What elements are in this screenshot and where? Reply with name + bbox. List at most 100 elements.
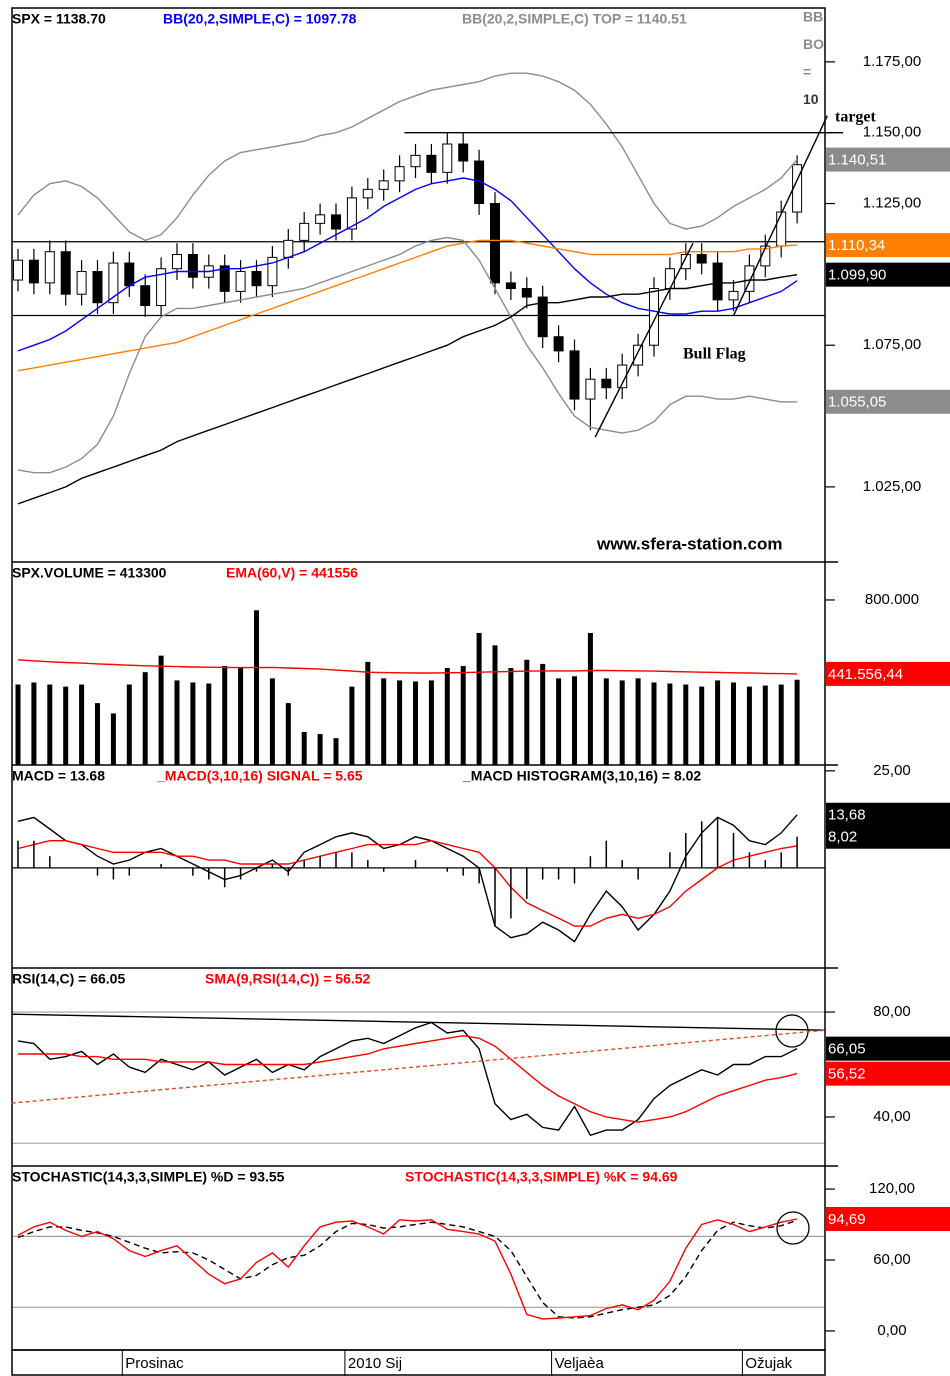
x-tick-label: Prosinac bbox=[125, 1355, 184, 1372]
volume-bar bbox=[95, 703, 100, 765]
y-tick-label: 1.175,00 bbox=[863, 53, 921, 70]
volume-bar bbox=[524, 659, 530, 765]
candle-body bbox=[60, 251, 71, 295]
indicator-line bbox=[17, 1218, 798, 1320]
last-value-label: 66,05 bbox=[828, 1041, 866, 1058]
volume-bar bbox=[63, 686, 69, 765]
volume-bar bbox=[715, 680, 721, 765]
legend-entry: STOCHASTIC(14,3,3,SIMPLE) %K = 94.69 bbox=[405, 1169, 678, 1185]
candle-body bbox=[28, 259, 39, 284]
indicator-line bbox=[17, 72, 798, 242]
y-tick-label: 25,00 bbox=[873, 762, 911, 779]
y-tick-label: 120,00 bbox=[869, 1180, 915, 1197]
volume-bar bbox=[699, 686, 705, 765]
annotation: Bull Flag bbox=[683, 346, 746, 363]
candle-body bbox=[617, 364, 628, 389]
y-tick-label: 60,00 bbox=[873, 1251, 911, 1268]
candle-body bbox=[601, 378, 612, 389]
indicator-line bbox=[17, 236, 798, 474]
y-tick-label: 1.075,00 bbox=[863, 336, 921, 353]
legend-entry: SPX = 1138.70 bbox=[12, 11, 106, 27]
cropped-legend: BB bbox=[803, 9, 823, 25]
volume-bar bbox=[365, 661, 371, 765]
candle-body bbox=[92, 271, 103, 304]
volume-bar bbox=[651, 682, 657, 765]
legend-entry: EMA(60,V) = 441556 bbox=[226, 565, 358, 581]
candle-body bbox=[299, 222, 310, 241]
last-value-label: 1.055,05 bbox=[828, 394, 886, 411]
volume-bar bbox=[444, 668, 450, 765]
candle-body bbox=[776, 211, 787, 247]
volume-bar bbox=[301, 731, 307, 765]
volume-bar bbox=[381, 678, 387, 765]
last-value-box bbox=[826, 1061, 950, 1086]
volume-bar bbox=[428, 680, 434, 765]
volume-bar bbox=[142, 672, 148, 765]
last-value-label: 94,69 bbox=[828, 1211, 866, 1228]
indicator-line bbox=[17, 177, 798, 352]
volume-bar bbox=[460, 665, 466, 765]
trend-line bbox=[594, 242, 694, 438]
candle-body bbox=[442, 143, 453, 173]
volume-bar bbox=[206, 683, 212, 765]
trend-line bbox=[11, 1029, 826, 1104]
last-value-label: 56,52 bbox=[828, 1066, 866, 1083]
volume-bar bbox=[158, 655, 164, 765]
volume-bar bbox=[508, 668, 514, 765]
volume-bar bbox=[238, 668, 244, 765]
candle-body bbox=[172, 254, 182, 270]
candle-body bbox=[235, 271, 246, 292]
volume-bar bbox=[731, 682, 736, 765]
volume-bar bbox=[635, 678, 641, 765]
volume-bar bbox=[269, 678, 275, 765]
indicator-line bbox=[17, 1021, 798, 1137]
volume-bar bbox=[413, 681, 418, 765]
legend-entry: BB(20,2,SIMPLE,C) TOP = 1140.51 bbox=[462, 11, 687, 27]
last-value-box bbox=[826, 661, 950, 686]
x-tick-label: 2010 Sij bbox=[348, 1355, 402, 1372]
candle-body bbox=[394, 166, 405, 182]
candle-body bbox=[410, 154, 421, 168]
last-value-box bbox=[826, 1206, 950, 1231]
trend-line bbox=[11, 1013, 826, 1031]
plot-layer bbox=[12, 72, 825, 1320]
candle-body bbox=[219, 265, 230, 292]
volume-bar bbox=[572, 676, 577, 765]
last-value-label: 1.099,90 bbox=[828, 267, 886, 284]
candle-body bbox=[744, 265, 755, 292]
volume-bar bbox=[126, 684, 132, 765]
candle-body bbox=[633, 344, 644, 366]
candle-body bbox=[187, 254, 198, 278]
last-value-box bbox=[826, 1036, 950, 1061]
last-value-label: 1.140,51 bbox=[828, 152, 886, 169]
last-value-label: 13,68 bbox=[828, 807, 866, 824]
x-tick-label: Veljaèa bbox=[555, 1355, 605, 1372]
candle-body bbox=[426, 154, 437, 173]
volume-bar bbox=[587, 632, 593, 765]
volume-bar bbox=[110, 713, 116, 765]
volume-bar bbox=[285, 703, 291, 765]
annotation: www.sfera-station.com bbox=[596, 534, 782, 553]
last-value-box bbox=[826, 802, 950, 827]
candle-body bbox=[490, 203, 500, 284]
legend-entry: _MACD(3,10,16) SIGNAL = 5.65 bbox=[156, 768, 363, 784]
volume-bar bbox=[190, 682, 196, 765]
candle-body bbox=[712, 262, 723, 301]
volume-bar bbox=[476, 632, 482, 765]
last-value-box bbox=[826, 389, 950, 414]
annotation: target bbox=[835, 109, 877, 126]
candle-body bbox=[362, 188, 373, 199]
candle-body bbox=[505, 282, 516, 290]
cropped-legend: = bbox=[803, 64, 811, 80]
highlight-circle bbox=[775, 1014, 809, 1048]
indicator-line bbox=[17, 239, 798, 372]
candle-body bbox=[474, 160, 485, 205]
last-value-box bbox=[826, 824, 950, 849]
trend-line bbox=[732, 115, 828, 316]
y-tick-label: 1.025,00 bbox=[863, 478, 921, 495]
candle-body bbox=[315, 214, 326, 224]
volume-bar bbox=[603, 678, 609, 765]
volume-bar bbox=[683, 684, 689, 765]
volume-bar bbox=[746, 686, 752, 765]
volume-bar bbox=[333, 738, 339, 765]
